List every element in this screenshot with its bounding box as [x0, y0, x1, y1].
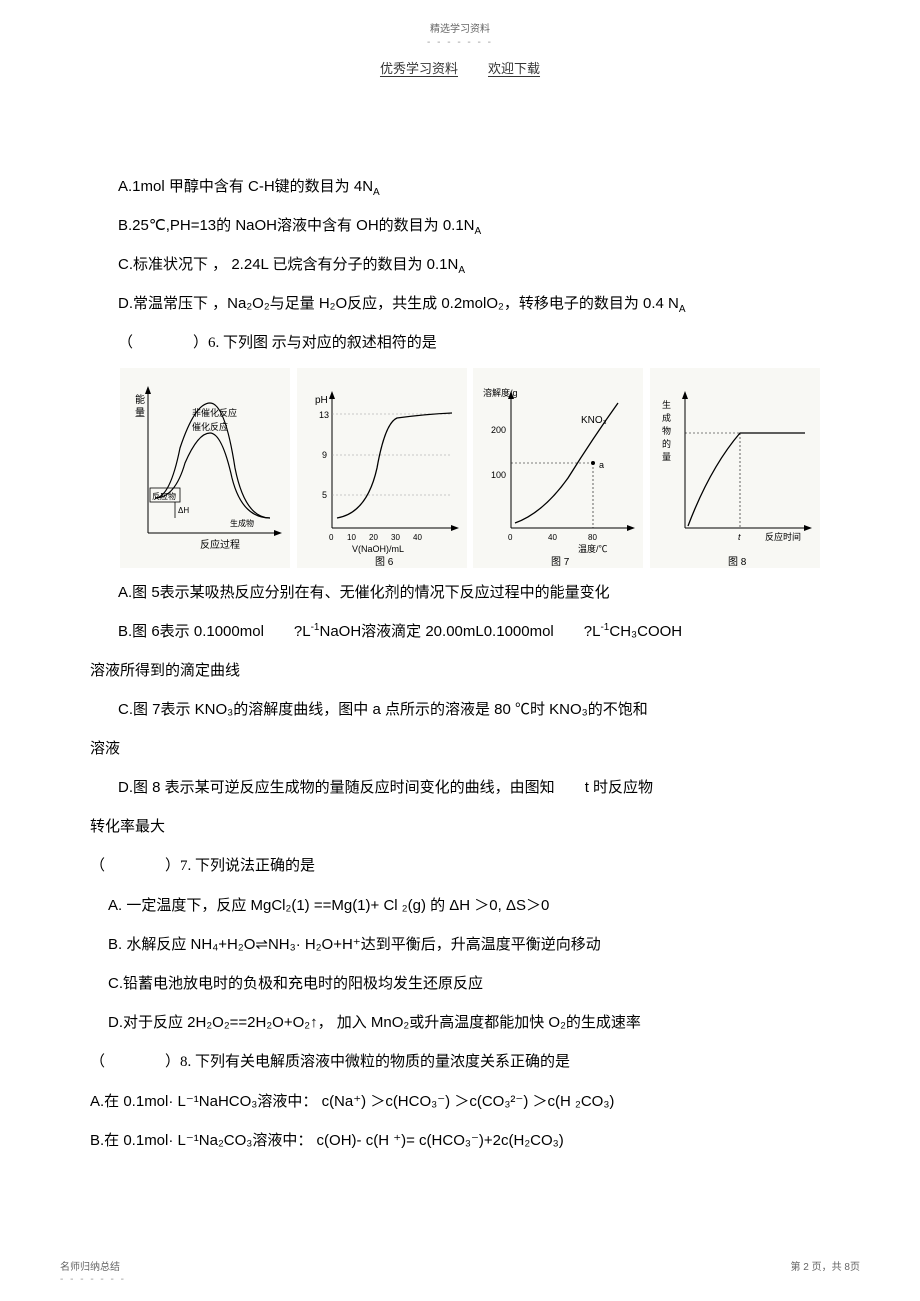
svg-text:ΔH: ΔH: [178, 506, 189, 515]
q6-a: A.图 5表示某吸热反应分别在有、无催化剂的情况下反应过程中的能量变化: [118, 573, 830, 612]
svg-text:13: 13: [319, 410, 329, 420]
q6-b-2: 溶液所得到的滴定曲线: [90, 651, 830, 690]
svg-text:0: 0: [508, 533, 513, 542]
q8-a: A.在 0.1mol· L⁻¹NaHCO₃溶液中： c(Na⁺) ＞c(HCO₃…: [90, 1082, 830, 1121]
svg-text:反应过程: 反应过程: [200, 538, 240, 551]
q8-b: B.在 0.1mol· L⁻¹Na₂CO₃溶液中： c(OH)- c(H ⁺)=…: [90, 1121, 830, 1160]
svg-text:100: 100: [491, 470, 506, 480]
line-c: C.标准状况下 ， 2.24L 已烷含有分子的数目为 0.1NA: [118, 245, 830, 284]
q6-d-2: 转化率最大: [90, 807, 830, 846]
svg-text:生成物: 生成物: [230, 518, 254, 528]
svg-text:图 6: 图 6: [375, 556, 394, 568]
q6-c: C.图 7表示 KNO₃的溶解度曲线，图中 a 点所示的溶液是 80 ℃时 KN…: [118, 690, 830, 729]
svg-text:KNO₃: KNO₃: [581, 415, 607, 426]
line-b: B.25℃,PH=13的 NaOH溶液中含有 OH的数目为 0.1NA: [118, 206, 830, 245]
svg-text:30: 30: [391, 533, 400, 542]
q7-d: D.对于反应 2H₂O₂==2H₂O+O₂↑， 加入 MnO₂或升高温度都能加快…: [108, 1003, 830, 1042]
line-d: D.常温常压下 ，Na₂O₂与足量 H₂O反应，共生成 0.2molO₂，转移电…: [118, 284, 830, 323]
svg-text:催化反应: 催化反应: [192, 421, 228, 432]
svg-text:9: 9: [322, 450, 327, 460]
figures-row: 能 量 非催化反应 催化反应 反应物 ΔH 生成物 反应过程 pH 13 9 5: [120, 368, 820, 568]
svg-text:图 8: 图 8: [728, 556, 747, 568]
svg-text:成: 成: [662, 412, 671, 423]
q6-d: D.图 8 表示某可逆反应生成物的量随反应时间变化的曲线，由图知t 时反应物: [118, 768, 830, 807]
q8: （）8. 下列有关电解质溶液中微粒的物质的量浓度关系正确的是: [90, 1042, 830, 1082]
svg-text:溶解度/g: 溶解度/g: [483, 387, 518, 398]
svg-text:a: a: [599, 460, 604, 470]
svg-text:量: 量: [662, 452, 671, 462]
svg-text:的: 的: [662, 438, 671, 449]
svg-text:pH: pH: [315, 395, 328, 406]
content-body: A.1mol 甲醇中含有 C-H键的数目为 4NA B.25℃,PH=13的 N…: [90, 167, 830, 1160]
figure-7: 溶解度/g 200 100 KNO₃ a 0 40 80 温度/℃ 图 7: [473, 368, 643, 568]
svg-text:5: 5: [322, 490, 327, 500]
figure-5: 能 量 非催化反应 催化反应 反应物 ΔH 生成物 反应过程: [120, 368, 290, 568]
q7-b: B. 水解反应 NH₄+H₂O⇌NH₃· H₂O+H⁺达到平衡后，升高温度平衡逆…: [108, 925, 830, 964]
svg-text:非催化反应: 非催化反应: [192, 407, 237, 418]
footer-left-dashes: - - - - - - -: [60, 1274, 126, 1285]
svg-text:80: 80: [588, 533, 597, 542]
q7-a: A. 一定温度下，反应 MgCl₂(1) ==Mg(1)+ Cl ₂(g) 的 …: [108, 886, 830, 925]
top-small-header: 精选学习资料: [90, 20, 830, 35]
sub-header-right: 欢迎下载: [488, 61, 540, 76]
svg-text:生: 生: [662, 399, 671, 410]
svg-text:反应物: 反应物: [152, 491, 176, 501]
svg-text:图 7: 图 7: [551, 556, 570, 568]
sub-header-left: 优秀学习资料: [380, 61, 458, 76]
svg-text:反应时间: 反应时间: [765, 531, 801, 542]
svg-text:40: 40: [548, 533, 557, 542]
footer-right: 第 2 页，共 8页: [791, 1258, 860, 1273]
figure-6: pH 13 9 5 0 10 20 30 40 V(NaOH)/mL 图 6: [297, 368, 467, 568]
svg-text:V(NaOH)/mL: V(NaOH)/mL: [352, 544, 404, 554]
q6-c-2: 溶液: [90, 729, 830, 768]
svg-text:量: 量: [135, 407, 145, 419]
top-dashes: - - - - - - -: [90, 37, 830, 48]
line-a: A.1mol 甲醇中含有 C-H键的数目为 4NA: [118, 167, 830, 206]
svg-text:20: 20: [369, 533, 378, 542]
svg-text:0: 0: [329, 533, 334, 542]
figure-8: 生 成 物 的 量 t 反应时间 图 8: [650, 368, 820, 568]
svg-text:200: 200: [491, 425, 506, 435]
svg-text:物: 物: [662, 425, 671, 436]
q7-c: C.铅蓄电池放电时的负极和充电时的阳极均发生还原反应: [108, 964, 830, 1003]
svg-text:温度/℃: 温度/℃: [578, 543, 608, 554]
q6-b: B.图 6表示 0.1000mol?L-1NaOH溶液滴定 20.00mL0.1…: [118, 612, 830, 651]
svg-text:40: 40: [413, 533, 422, 542]
sub-header: 优秀学习资料 欢迎下载: [90, 58, 830, 77]
svg-text:10: 10: [347, 533, 356, 542]
footer-left: 名师归纳总结: [60, 1258, 120, 1273]
q6: （）6. 下列图 示与对应的叙述相符的是: [118, 323, 830, 363]
q7: （）7. 下列说法正确的是: [90, 846, 830, 886]
svg-text:能: 能: [135, 393, 145, 406]
